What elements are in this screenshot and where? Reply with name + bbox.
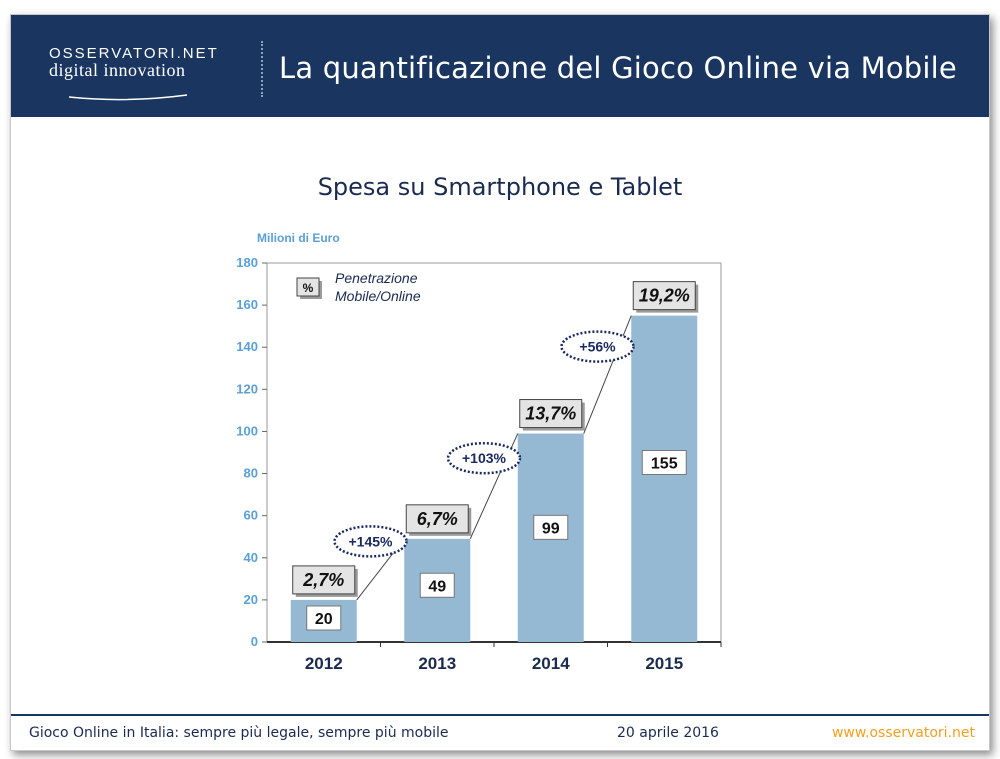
x-tick-label: 2013 xyxy=(418,654,456,673)
y-tick-label: 160 xyxy=(236,297,258,312)
logo[interactable]: OSSERVATORI.NET digital innovation xyxy=(49,45,219,101)
growth-ellipse xyxy=(446,441,522,475)
value-label-box xyxy=(533,514,569,540)
logo-tagline: digital innovation xyxy=(49,60,186,80)
bar-chart: 0 20 40 60 80 100 120 140 160 180 2012 20 2013 49 2014… xyxy=(236,255,722,673)
y-tick-label: 0 xyxy=(251,634,258,649)
growth-ellipse xyxy=(560,330,635,363)
penetration-box xyxy=(519,399,583,429)
chart-title: Spesa su Smartphone e Tablet xyxy=(317,173,683,201)
footer-divider xyxy=(11,714,989,716)
value-label-box xyxy=(306,605,342,631)
growth-connector xyxy=(583,315,632,434)
legend-symbol xyxy=(296,277,320,297)
header-divider xyxy=(261,41,263,97)
growth-label: +56% xyxy=(579,339,616,355)
footer-url-link[interactable]: www.osservatori.net xyxy=(831,725,975,741)
growth-ellipse xyxy=(333,525,408,558)
footer-date: 20 aprile 2016 xyxy=(617,725,719,741)
footer-caption: Gioco Online in Italia: sempre più legal… xyxy=(29,725,449,741)
y-tick-label: 20 xyxy=(244,592,258,607)
growth-label: +145% xyxy=(349,533,394,549)
y-tick-label: 120 xyxy=(236,381,258,396)
logo-wordmark: OSSERVATORI.NET xyxy=(49,45,219,62)
legend-text-line2: Mobile/Online xyxy=(335,288,421,304)
value-label: 20 xyxy=(315,611,333,628)
y-tick-label: 100 xyxy=(236,423,258,438)
penetration-label: 13,7% xyxy=(525,404,576,424)
value-label: 49 xyxy=(428,578,446,595)
penetration-box xyxy=(405,504,469,534)
y-tick-label: 140 xyxy=(236,339,258,354)
slide: OSSERVATORI.NET digital innovation La qu… xyxy=(10,14,990,751)
penetration-label: 2,7% xyxy=(302,570,344,590)
penetration-box xyxy=(632,281,696,311)
penetration-label: 6,7% xyxy=(417,509,458,529)
value-label-box xyxy=(419,572,455,598)
penetration-label: 19,2% xyxy=(639,286,690,306)
value-label-box xyxy=(641,450,687,476)
x-tick-label: 2012 xyxy=(305,654,343,673)
value-label: 99 xyxy=(542,520,560,537)
legend-text-line1: Penetrazione xyxy=(335,270,418,286)
y-axis-label: Milioni di Euro xyxy=(257,231,340,245)
x-tick-label: 2014 xyxy=(532,654,570,673)
value-label: 155 xyxy=(651,456,678,473)
header-bar: OSSERVATORI.NET digital innovation La qu… xyxy=(11,15,989,117)
bar-2015 xyxy=(631,315,698,642)
penetration-box xyxy=(292,565,356,595)
y-tick-label: 180 xyxy=(236,255,258,270)
growth-label: +103% xyxy=(462,450,507,466)
y-tick-label: 80 xyxy=(244,466,258,481)
legend-symbol-text: % xyxy=(303,281,314,295)
logo-swoosh-icon xyxy=(68,94,188,101)
page-title: La quantificazione del Gioco Online via … xyxy=(279,51,957,85)
y-tick-label: 40 xyxy=(244,550,258,565)
y-tick-label: 60 xyxy=(244,508,258,523)
x-tick-label: 2015 xyxy=(645,654,683,673)
